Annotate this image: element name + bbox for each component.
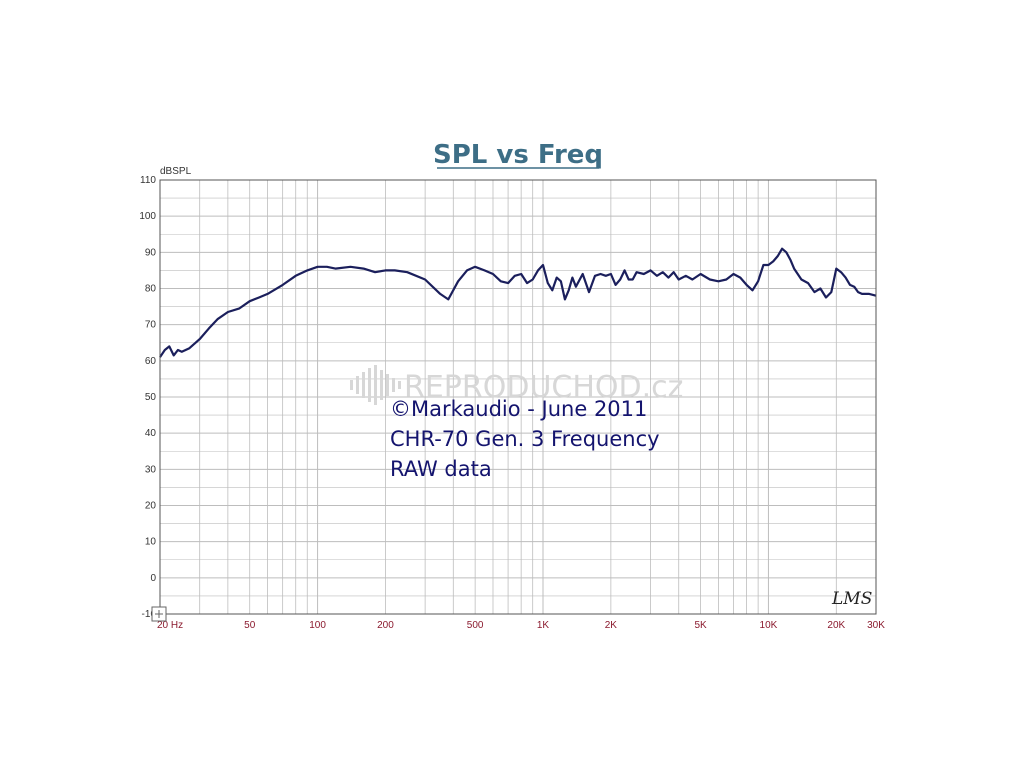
x-tick-label: 20 Hz [157, 620, 183, 631]
annotation-raw-data: RAW data [390, 457, 492, 481]
y-tick-label: 80 [145, 284, 157, 295]
watermark-bar [380, 370, 383, 400]
y-tick-label: 60 [145, 356, 157, 367]
x-tick-label: 30K [867, 620, 885, 631]
y-tick-label: -10 [142, 609, 157, 620]
x-tick-label: 2K [605, 620, 618, 631]
y-tick-label: 30 [145, 464, 157, 475]
y-tick-label: 50 [145, 392, 157, 403]
x-tick-label: 1K [537, 620, 550, 631]
watermark-bar [368, 368, 371, 402]
x-tick-label: 50 [244, 620, 256, 631]
y-tick-label: 110 [140, 175, 156, 186]
y-tick-label: 10 [145, 537, 157, 548]
spl-series-line [159, 247, 877, 358]
y-tick-label: 20 [145, 501, 157, 512]
chart-title: SPL vs Freq [433, 140, 603, 170]
watermark-bar [356, 376, 359, 394]
annotation-copyright: ©Markaudio - June 2011 [390, 397, 647, 421]
grid [159, 179, 877, 615]
x-tick-label: 200 [377, 620, 394, 631]
y-tick-label: 90 [145, 247, 157, 258]
plot-border [159, 179, 877, 615]
x-tick-label: 100 [309, 620, 326, 631]
watermark-equalizer-icon [350, 365, 401, 405]
annotation-model: CHR-70 Gen. 3 Frequency [390, 427, 660, 451]
x-tick-label: 10K [760, 620, 778, 631]
y-tick-label: 100 [139, 211, 156, 222]
watermark-bar [392, 378, 395, 392]
watermark-bar [386, 374, 389, 396]
lms-logo: LMS [831, 589, 872, 609]
y-tick-label: 0 [150, 573, 156, 584]
x-tick-label: 5K [694, 620, 707, 631]
y-tick-label: 40 [145, 428, 157, 439]
x-tick-label: 20K [827, 620, 845, 631]
watermark-bar [398, 381, 401, 389]
watermark-bar [362, 372, 365, 398]
y-tick-label: 70 [145, 320, 157, 331]
x-tick-labels: 20 Hz 50 100 200 500 1K 2K 5K 10K 20K 30K [157, 620, 885, 631]
y-axis-label: dBSPL [160, 166, 192, 177]
watermark-bar [350, 380, 353, 390]
watermark-text: REPRODUCHOD.cz [404, 370, 683, 405]
watermark-bar [374, 365, 377, 405]
zoom-icon[interactable] [151, 606, 167, 622]
watermark: REPRODUCHOD.cz [350, 365, 683, 405]
x-tick-label: 500 [467, 620, 484, 631]
